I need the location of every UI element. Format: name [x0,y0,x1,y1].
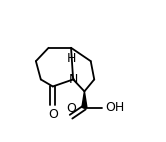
Text: O: O [48,108,58,121]
Text: H: H [66,52,76,65]
Text: OH: OH [106,101,125,114]
Text: N: N [68,73,78,86]
Text: O: O [66,102,76,115]
Polygon shape [82,91,87,107]
